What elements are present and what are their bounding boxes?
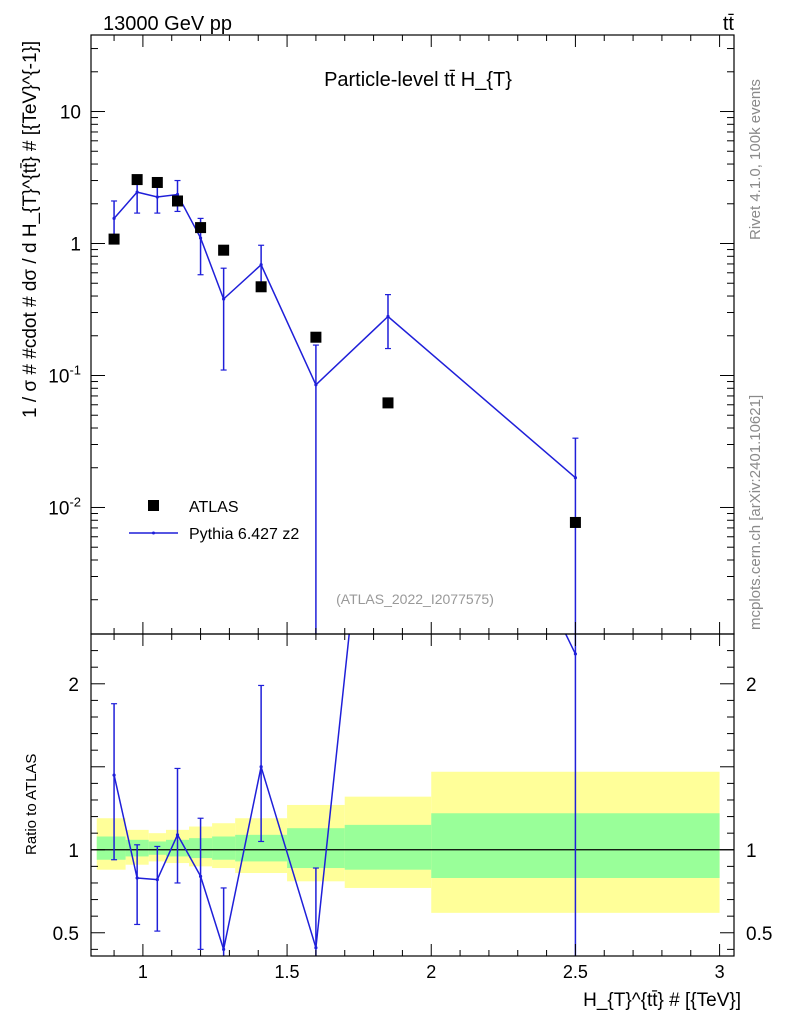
ratio-uncertainty-bands [91,771,734,913]
ratio-y-tick-label-right: 2 [746,675,757,696]
x-tick-label: 2.5 [563,962,588,982]
inner-uncertainty-band [96,836,126,860]
atlas-data-point [218,244,230,256]
atlas-data-point [569,516,581,528]
inner-uncertainty-band [287,828,345,869]
main-y-tick-label: 1 [70,235,81,256]
atlas-data-point [108,233,120,245]
ratio-y-tick-label-right: 1 [746,841,757,862]
pythia-point [259,263,263,267]
pythia-point [155,195,159,199]
ratio-y-tick-label-left: 0.5 [53,924,79,945]
ratio-point [222,947,226,951]
pythia-point [314,383,318,387]
ratio-frame [90,633,735,957]
main-y-tick-label: 10 [60,103,81,124]
ratio-point [155,878,159,882]
ratio-point [112,773,116,777]
rivet-version-label: Rivet 4.1.0, 100k events [747,79,764,240]
atlas-data-point [172,195,184,207]
atlas-data-point [382,397,394,409]
pythia-point [573,476,578,480]
ratio-point [259,765,263,769]
beam-label: 13000 GeV pp [103,13,232,35]
axes-layer: 1 1.5 2 2.5 3 10 1 10-1 10-2 0.5 0.5 1 1 2 2 [48,34,772,982]
ratio-point [175,833,180,837]
x-tick-label: 3 [715,962,725,982]
x-axis-label: H_{T}^{tt̄} # [{TeV}] [583,990,741,1011]
legend-atlas-marker [148,500,159,511]
main-y-tick-label: 10-2 [48,494,81,519]
ratio-y-tick-label-left: 2 [68,675,79,696]
x-tick-label: 1 [138,962,148,982]
atlas-data-point [131,174,143,186]
process-label: tt̄ [723,13,735,35]
ratio-y-tick-label-left: 1 [68,841,79,862]
pythia-point [386,314,390,319]
ratio-y-axis-label: Ratio to ATLAS [23,754,40,855]
legend-atlas-label: ATLAS [189,499,239,516]
atlas-data-point [195,222,207,234]
ratio-series-layer [111,633,578,956]
atlas-data-point [255,281,267,293]
ratio-line [113,633,577,950]
main-y-tick-label: 10-1 [48,362,81,387]
main-plot-area [108,174,581,634]
source-label: mcplots.cern.ch [arXiv:2401.10621] [747,395,764,630]
legend-pythia-label: Pythia 6.427 z2 [189,526,299,543]
pythia-point [135,190,139,194]
inner-uncertainty-band [344,824,432,870]
atlas-data-point [310,331,322,343]
atlas-data-point [151,176,163,188]
ratio-point [314,946,318,950]
legend-pythia-marker [152,531,155,535]
ratio-point [135,876,139,880]
main-title: Particle-level tt̄ H_{T} [324,69,512,91]
pythia-point [112,216,116,220]
pythia-line [113,191,576,479]
pythia-point [222,297,226,301]
inner-uncertainty-band [212,836,236,860]
ratio-point [198,874,203,878]
main-series-layer [108,174,581,634]
x-tick-label: 2 [426,962,436,982]
legend: ATLAS Pythia 6.427 z2 [129,499,299,543]
ratio-y-tick-label-right: 0.5 [746,924,772,945]
main-frame [90,34,735,635]
ratio-point [573,652,578,656]
pythia-point [198,236,203,240]
pythia-point [175,192,180,197]
x-tick-label: 1.5 [275,962,300,982]
main-y-axis-label: 1 / σ # #cdot # dσ / d H_{T}^{tt̄} # [{T… [20,41,41,418]
analysis-watermark: (ATLAS_2022_I2077575) [336,591,494,607]
